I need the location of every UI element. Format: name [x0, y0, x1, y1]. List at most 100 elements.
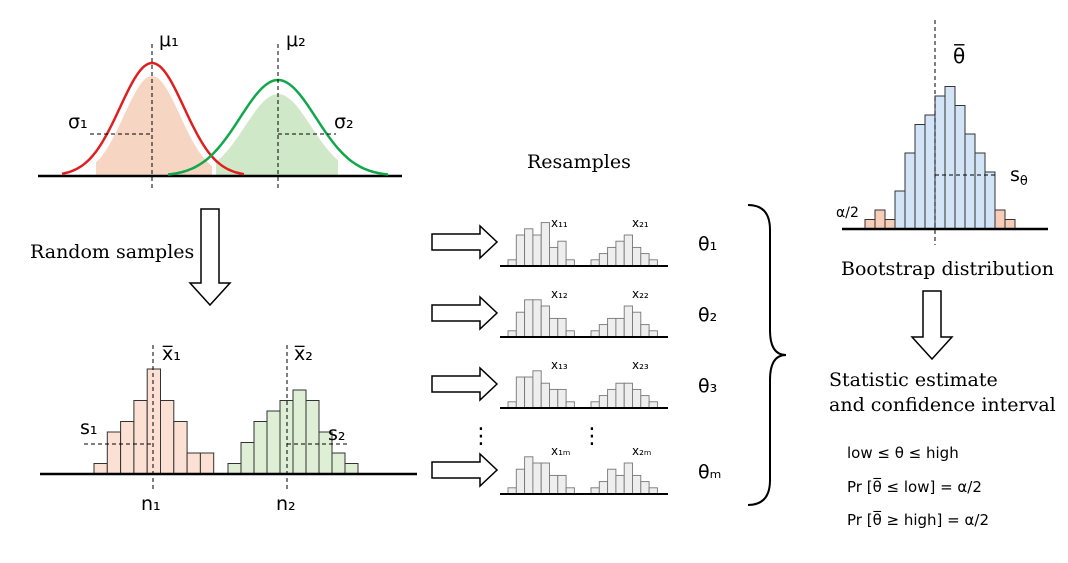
sample2-histogram-bar [253, 421, 268, 475]
resample-histogram-bar [557, 388, 567, 409]
s2-label: s₂ [328, 423, 346, 445]
resample-histogram-bar [524, 228, 534, 267]
sample1-histogram-bar [146, 368, 161, 475]
ellipsis-right: ⋮ [581, 424, 603, 449]
resample-histogram-bar [623, 234, 633, 267]
bootstrap-tail-bar [884, 219, 896, 230]
resample-theta-label: θₘ [698, 461, 721, 483]
sample1-histogram-bar [120, 421, 135, 475]
sigma2-label: σ₂ [334, 111, 354, 133]
sample1-histogram-bar [133, 400, 148, 475]
s1-label: s₁ [80, 417, 98, 439]
resample-x1-label: x₁₃ [551, 358, 568, 372]
resample-histogram-bar [615, 240, 625, 267]
resample-histogram-bar [540, 305, 550, 338]
bootstrap-tail-bar [994, 209, 1006, 230]
bootstrap-bar [894, 190, 906, 230]
s-theta-label: sθ [1010, 164, 1028, 189]
bootstrap-bar [984, 171, 996, 230]
estimate-line1: Statistic estimate [829, 369, 998, 391]
resample-histogram-bar [623, 382, 633, 409]
resample-histogram-bar [615, 474, 625, 495]
resample-histogram-bar [524, 456, 534, 495]
resample-histogram-bar [598, 395, 609, 409]
bootstrap-bar [904, 152, 916, 230]
resample-histogram-bar [557, 474, 567, 495]
resample-x2-label: x₂₁ [632, 216, 649, 230]
resample-histogram-bar [640, 324, 650, 338]
population1-curve [61, 61, 245, 176]
resample-x1-label: x₁₂ [551, 287, 568, 301]
sample1-histogram [93, 368, 215, 475]
resample-histogram-bar [540, 222, 550, 267]
population-panel: μ₁ μ₂ σ₁ σ₂ [38, 29, 402, 190]
bootstrap-tail-bar [1004, 219, 1016, 230]
resample-x1-label: x₁ₘ [551, 444, 570, 458]
resample-row: x₁₃ x₂₃ θ₃ [431, 358, 717, 409]
bootstrap-bar [934, 95, 946, 230]
bootstrap-bar [964, 133, 976, 230]
n2-label: n₂ [276, 493, 296, 515]
bootstrap-bar [924, 114, 936, 230]
resample-histogram-bar [607, 246, 617, 267]
resample-histogram-bar [549, 246, 559, 267]
n1-label: n₁ [141, 493, 161, 515]
bootstrap-tail-bar [874, 209, 886, 230]
mu1-label: μ₁ [159, 29, 179, 51]
sample1-histogram-bar [186, 452, 201, 475]
estimate-line2: and confidence interval [829, 394, 1056, 416]
resample-histogram-bar [615, 382, 625, 409]
bootstrap-bar [914, 124, 926, 230]
resample-histogram-bar [640, 253, 650, 267]
resample-x2-label: x₂₃ [632, 358, 649, 372]
resample-histogram-bar [615, 317, 625, 338]
samples-panel: x̅₁ x̅₂ s₁ s₂ n₁ n₂ [40, 343, 417, 515]
sample2-histogram-bar [240, 442, 255, 475]
resample-histogram-bar [540, 382, 550, 409]
resample-histogram-bar [632, 474, 642, 495]
resample-histogram-bar [557, 317, 567, 338]
sample1-histogram-bar [106, 431, 122, 475]
resample-row: x₁₂ x₂₂ θ₂ [431, 287, 717, 338]
resample-histogram-bar [540, 462, 550, 495]
right-curly-brace [747, 204, 787, 506]
resample-x2-label: x₂ₘ [632, 444, 651, 458]
down-arrow-to-samples [188, 208, 232, 307]
resample-histogram-bar [524, 376, 534, 409]
sample2-histogram-bar [344, 463, 359, 475]
resample-histogram-bar [524, 299, 534, 338]
resample-histogram-bar [632, 311, 642, 338]
sample2-histogram-bar [227, 463, 242, 475]
sample2-histogram-bar [292, 389, 307, 475]
resample-arrow [431, 366, 499, 402]
resample-histogram-bar [515, 311, 526, 338]
sample1-histogram-bar [199, 452, 215, 475]
resample-histogram-bar [623, 305, 633, 338]
resample-x2-label: x₂₂ [632, 287, 649, 301]
pr-high-formula: Pr [θ̅ ≥ high] = α/2 [847, 510, 989, 529]
bootstrap-tail-bar [864, 219, 876, 230]
resample-histogram-bar [557, 240, 567, 267]
resample-histogram-bar [607, 317, 617, 338]
sample2-histogram-bar [266, 410, 281, 475]
resample-histogram-bar [549, 474, 559, 495]
resample-histogram-bar [549, 317, 559, 338]
resample-histogram-bar [532, 234, 542, 267]
resample-histogram-bar [632, 388, 642, 409]
sample1-histogram-bar [93, 463, 108, 475]
resample-histogram-bar [598, 481, 609, 495]
resample-histogram-bar [549, 388, 559, 409]
resample-row: x₁₁ x₂₁ θ₁ [431, 216, 717, 267]
sample1-histogram-bar [160, 400, 175, 475]
resample-x1-label: x₁₁ [551, 216, 568, 230]
resample-histogram-bar [515, 468, 526, 495]
ellipsis-left: ⋮ [470, 424, 492, 449]
resample-histogram-bar [632, 246, 642, 267]
down-arrow-to-estimate [910, 290, 954, 361]
mu2-label: μ₂ [286, 29, 306, 51]
resample-histogram-bar [623, 462, 633, 495]
resample-arrow [431, 224, 499, 260]
pr-low-formula: Pr [θ̅ ≤ low] = α/2 [847, 477, 982, 496]
